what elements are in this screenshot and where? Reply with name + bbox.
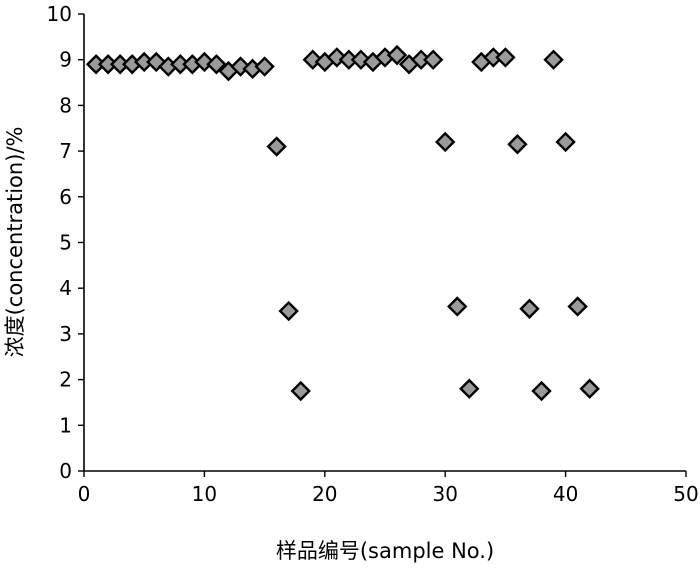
- data-point: [579, 378, 600, 399]
- axes: [83, 14, 686, 472]
- data-point: [447, 296, 468, 317]
- x-tick-label: 20: [312, 482, 337, 506]
- data-point: [531, 380, 552, 402]
- data-point: [543, 49, 564, 70]
- y-tick-label: 2: [59, 368, 72, 392]
- data-point: [278, 300, 299, 322]
- data-point: [435, 131, 456, 153]
- data-point: [290, 380, 311, 402]
- data-point: [302, 49, 323, 70]
- data-point: [422, 49, 444, 70]
- y-tick-label: 4: [59, 276, 72, 300]
- y-tick-label: 10: [47, 2, 72, 26]
- x-tick-label: 40: [553, 482, 578, 506]
- x-tick-label: 10: [192, 482, 217, 506]
- data-point: [386, 44, 408, 66]
- data-point: [350, 49, 372, 70]
- x-tick-label: 30: [432, 482, 457, 506]
- data-point: [459, 378, 480, 399]
- x-tick-label: 50: [673, 482, 698, 506]
- y-tick-label: 9: [59, 48, 72, 72]
- y-tick-label: 7: [59, 139, 72, 163]
- data-point: [254, 56, 275, 77]
- x-axis-title: 样品编号(sample No.): [276, 539, 494, 563]
- y-tick-label: 0: [59, 459, 72, 483]
- data-point: [519, 298, 540, 319]
- data-point: [555, 131, 576, 153]
- data-point: [567, 296, 588, 317]
- x-axis-ticks: 0 10 20 30 40 50: [78, 471, 699, 506]
- y-tick-label: 8: [59, 93, 72, 117]
- data-point: [507, 134, 528, 155]
- data-point: [206, 54, 227, 75]
- data-point: [266, 136, 287, 157]
- y-axis-title: 浓度(concentration)/%: [3, 127, 27, 358]
- y-tick-label: 1: [59, 413, 72, 437]
- y-tick-label: 3: [59, 322, 72, 346]
- y-axis-ticks: 0 1 2 3 4 5 6 7 8 9 10: [47, 2, 84, 483]
- y-tick-label: 6: [59, 185, 72, 209]
- data-points: [85, 44, 600, 402]
- y-tick-label: 5: [59, 231, 72, 255]
- data-point: [495, 47, 516, 68]
- x-tick-label: 0: [78, 482, 91, 506]
